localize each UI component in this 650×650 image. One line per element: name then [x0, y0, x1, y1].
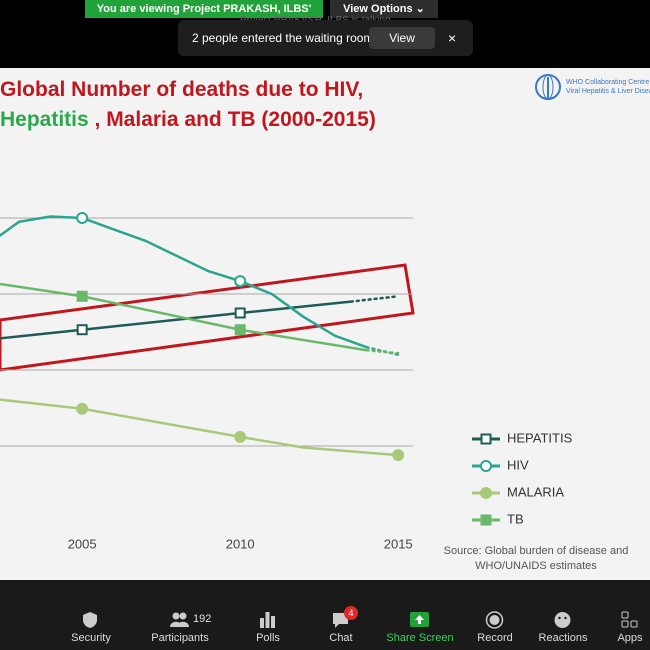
logo-line: Viral Hepatitis & Liver Diseases — [566, 88, 650, 95]
title-hepatitis: Hepatitis — [0, 108, 89, 131]
line-projection — [349, 295, 400, 303]
notification-text: 2 people entered the waiting room — [192, 31, 374, 45]
logo-line: WHO Collaborating Centre on — [566, 79, 650, 86]
toolbar-button[interactable]: Reactions — [528, 580, 598, 650]
title-line-2: Hepatitis , Malaria and TB (2000-2015) — [0, 108, 376, 132]
toolbar-button[interactable]: Security — [56, 580, 126, 650]
legend-marker — [480, 460, 492, 472]
toolbar-label: Record — [477, 632, 513, 644]
toolbar-icon — [410, 612, 429, 627]
toolbar-button[interactable]: Share Screen — [385, 580, 455, 650]
toolbar-label: Reactions — [538, 632, 588, 644]
view-button[interactable]: View — [369, 27, 435, 49]
point-marker — [76, 324, 88, 336]
close-button[interactable]: × — [448, 30, 457, 46]
line-projection — [365, 348, 400, 355]
toolbar-icon — [621, 611, 638, 628]
legend-label: HEPATITIS — [507, 430, 573, 445]
logo-text: WHO Collaborating Centre on Viral Hepatit… — [566, 78, 650, 96]
legend-marker — [480, 433, 492, 445]
plot-area — [0, 212, 413, 462]
point-marker — [234, 324, 246, 336]
toolbar-button[interactable]: Apps — [595, 580, 650, 650]
toolbar-label: Participants — [151, 632, 209, 644]
legend-label: HIV — [507, 457, 529, 472]
toolbar-label: Security — [71, 632, 111, 644]
notification: 2 people entered the waiting room View × — [178, 20, 473, 56]
series-line — [0, 300, 353, 340]
point-marker — [234, 430, 247, 443]
who-logo — [535, 74, 561, 100]
toolbar-label: Chat — [329, 632, 353, 644]
point-marker — [76, 290, 88, 302]
view-options-label: View Options — [343, 3, 413, 15]
series-line — [0, 282, 368, 352]
x-tick-label: 2010 — [226, 536, 255, 551]
point-marker — [392, 449, 405, 462]
toolbar-label: Polls — [256, 632, 280, 644]
toolbar-button[interactable]: Chat 4 — [306, 580, 376, 650]
source-note: Source: Global burden of disease and WHO… — [443, 545, 629, 572]
view-options[interactable]: View Options ⌄ — [330, 0, 438, 18]
series-line — [0, 215, 368, 349]
toolbar-label: Share Screen — [386, 632, 454, 644]
legend-marker — [480, 514, 492, 526]
point-marker — [234, 275, 247, 288]
x-tick-label: 2005 — [68, 536, 97, 551]
title-rest: , Malaria and TB (2000-2015) — [88, 108, 376, 131]
toolbar-icon — [260, 612, 275, 628]
chat-badge: 4 — [344, 606, 358, 620]
toolbar-label: Apps — [617, 632, 643, 644]
meeting-toolbar: Security Participants 192 Polls Chat 4 Share S… — [0, 580, 650, 650]
legend-marker — [480, 487, 492, 499]
toolbar-button[interactable]: Polls — [233, 580, 303, 650]
toolbar-icon — [554, 612, 571, 628]
chart: 2005 2010 2015 HEPATITIS HIV MALARIA TB — [0, 212, 573, 551]
point-marker — [76, 212, 89, 224]
legend-label: TB — [507, 511, 524, 526]
legend-label: MALARIA — [507, 484, 564, 499]
point-marker — [234, 307, 246, 319]
toolbar-button[interactable]: Record — [460, 580, 530, 650]
toolbar-icon — [170, 612, 189, 627]
x-tick-label: 2015 — [384, 536, 413, 551]
point-marker — [76, 402, 89, 415]
title-line-1: Global Number of deaths due to HIV, — [0, 78, 364, 101]
highlight-box — [0, 263, 415, 372]
toolbar-icon — [83, 612, 97, 628]
toolbar-icon — [485, 611, 504, 629]
toolbar-button[interactable]: Participants 192 — [145, 580, 215, 650]
participant-count: 192 — [193, 613, 212, 625]
